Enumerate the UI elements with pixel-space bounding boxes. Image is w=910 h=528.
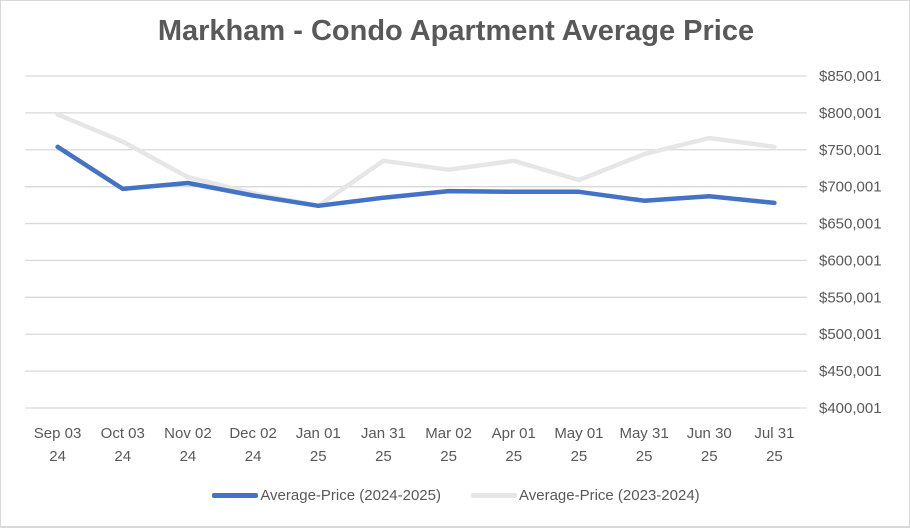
- x-tick-label: Jan 01: [296, 425, 341, 442]
- x-tick-label: Nov 02: [164, 425, 212, 442]
- legend-label-2023-2024: Average-Price (2023-2024): [519, 487, 700, 504]
- legend-item-2024-2025: Average-Price (2024-2025): [212, 487, 441, 504]
- y-tick-label: $700,001: [819, 179, 882, 196]
- x-tick-label: Jun 30: [687, 425, 732, 442]
- x-tick-label: Dec 02: [229, 425, 277, 442]
- x-tick-label-year: 25: [636, 448, 653, 465]
- x-tick-label: Oct 03: [101, 425, 145, 442]
- y-tick-label: $550,001: [819, 289, 882, 306]
- x-tick-label: Sep 03: [34, 425, 82, 442]
- chart-title: Markham - Condo Apartment Average Price: [157, 15, 755, 47]
- y-tick-label: $750,001: [819, 142, 882, 159]
- series-line-2023-2024: [55, 112, 777, 209]
- legend-swatch-2024-2025: [212, 493, 259, 498]
- y-tick-label: $500,001: [819, 326, 882, 343]
- x-tick-label-year: 25: [766, 448, 783, 465]
- x-tick-label: May 31: [619, 425, 668, 442]
- y-tick-label: $800,001: [819, 105, 882, 122]
- x-tick-label-year: 25: [310, 448, 327, 465]
- y-tick-label: $600,001: [819, 252, 882, 269]
- series-line-2024-2025: [55, 144, 777, 209]
- legend: Average-Price (2024-2025) Average-Price …: [1, 487, 910, 504]
- x-tick-label-year: 24: [49, 448, 66, 465]
- x-tick-label-year: 24: [180, 448, 197, 465]
- y-tick-label: $850,001: [819, 68, 882, 85]
- y-tick-label: $650,001: [819, 216, 882, 233]
- x-tick-label-year: 24: [114, 448, 131, 465]
- y-tick-label: $450,001: [819, 363, 882, 380]
- y-tick-label: $400,001: [819, 400, 882, 417]
- legend-label-2024-2025: Average-Price (2024-2025): [260, 487, 441, 504]
- x-tick-label: Apr 01: [492, 425, 536, 442]
- x-tick-label: Mar 02: [425, 425, 472, 442]
- x-tick-label-year: 24: [245, 448, 262, 465]
- x-tick-label-year: 25: [375, 448, 392, 465]
- x-tick-label: Jan 31: [361, 425, 406, 442]
- x-tick-label: May 01: [554, 425, 603, 442]
- legend-item-2023-2024: Average-Price (2023-2024): [471, 487, 700, 504]
- x-tick-label-year: 25: [571, 448, 588, 465]
- legend-swatch-2023-2024: [471, 493, 517, 498]
- x-tick-label-year: 25: [440, 448, 457, 465]
- x-tick-label-year: 25: [701, 448, 718, 465]
- x-tick-label-year: 25: [505, 448, 522, 465]
- x-tick-label: Jul 31: [754, 425, 794, 442]
